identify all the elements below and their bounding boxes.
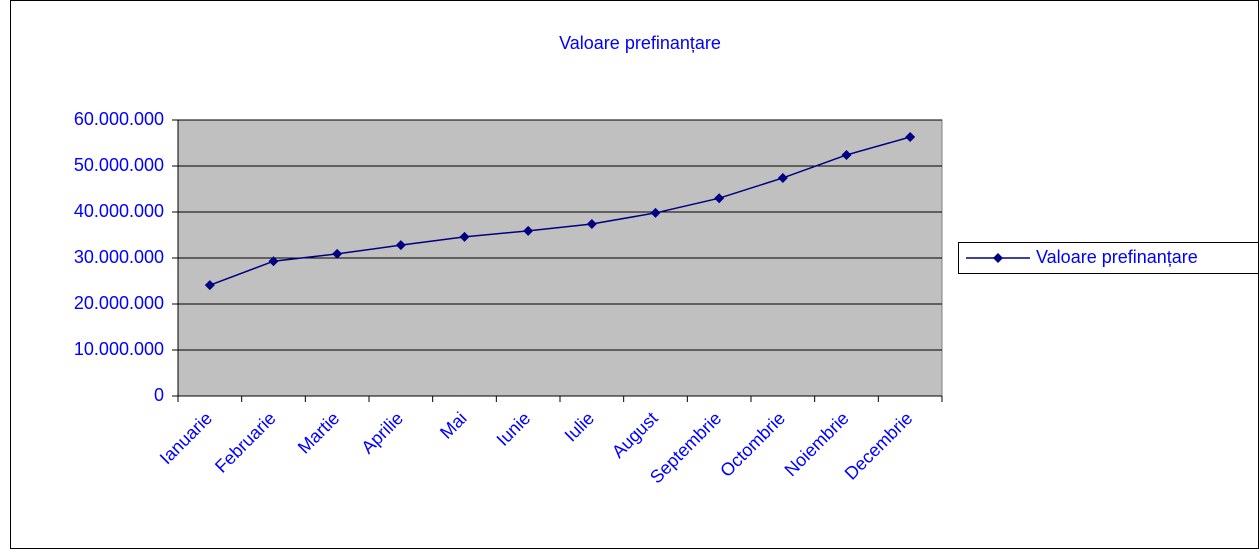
- y-tick-label: 60.000.000: [74, 109, 164, 129]
- data-point: [714, 193, 725, 204]
- data-point: [459, 231, 470, 242]
- data-point: [650, 207, 661, 218]
- data-point: [523, 225, 534, 236]
- data-point: [586, 218, 597, 229]
- data-point: [268, 256, 279, 267]
- data-point: [204, 280, 215, 291]
- y-tick-label: 10.000.000: [74, 339, 164, 359]
- y-tick-label: 30.000.000: [74, 247, 164, 267]
- y-tick-label: 40.000.000: [74, 201, 164, 221]
- legend-marker: [993, 253, 1003, 263]
- data-point: [332, 248, 343, 259]
- data-point: [841, 149, 852, 160]
- legend-label: Valoare prefinanțare: [1036, 247, 1198, 267]
- y-tick-label: 0: [154, 385, 164, 405]
- data-point: [777, 172, 788, 183]
- y-tick-label: 50.000.000: [74, 155, 164, 175]
- y-tick-label: 20.000.000: [74, 293, 164, 313]
- data-point: [395, 240, 406, 251]
- data-point: [905, 132, 916, 143]
- series-line: [209, 136, 911, 286]
- chart-title: Valoare prefinanțare: [559, 33, 721, 53]
